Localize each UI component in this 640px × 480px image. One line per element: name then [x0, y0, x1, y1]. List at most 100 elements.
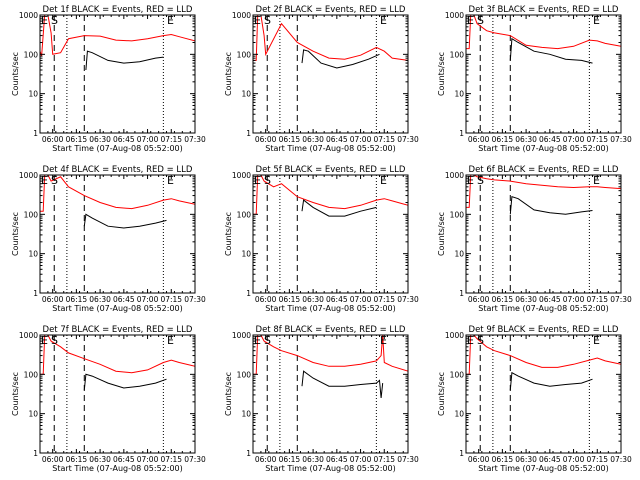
panel-title: Det 4f BLACK = Events, RED = LLD [43, 165, 193, 175]
plot-frame [39, 174, 196, 294]
x-axis-label: Start Time (07-Aug-08 05:52:00) [52, 144, 183, 153]
y-tick-label: 1 [33, 129, 38, 138]
y-tick-label: 100 [450, 370, 465, 379]
event-marker-label: E [41, 14, 48, 27]
event-marker-label: E [254, 334, 261, 347]
panel-title: Det 8f BLACK = Events, RED = LLD [256, 325, 406, 335]
x-tick-label: 06:00 [468, 135, 490, 144]
y-tick-label: 100 [237, 210, 252, 219]
x-tick-label: 06:00 [255, 295, 277, 304]
x-axis-label: Start Time (07-Aug-08 05:52:00) [265, 144, 396, 153]
series-group [466, 335, 621, 391]
lld-rate-line [466, 15, 621, 50]
event-marker-label: S [264, 174, 271, 187]
event-marker-label: E [41, 334, 48, 347]
y-tick-label: 1000 [19, 11, 38, 20]
y-tick-label: 100 [450, 50, 465, 59]
x-tick-label: 06:00 [42, 135, 64, 144]
x-tick-label: 07:30 [184, 135, 206, 144]
x-tick-label: 07:15 [160, 455, 182, 464]
event-marker-label: E [254, 14, 261, 27]
x-tick-label: 06:45 [113, 295, 135, 304]
y-tick-label: 1 [33, 449, 38, 458]
detector-panel: 1 10 100 1000 06:00 06:15 06:30 06:45 07:00 07:15… [11, 325, 206, 473]
plot-frame [465, 334, 622, 454]
y-axis-label: Counts/sec [224, 372, 233, 416]
x-tick-label: 06:45 [113, 455, 135, 464]
detector-panel: 1 10 100 1000 06:00 06:15 06:30 06:45 07:00 07:15… [437, 5, 632, 153]
x-tick-label: 07:00 [137, 135, 159, 144]
panel-title: Det 6f BLACK = Events, RED = LLD [469, 165, 619, 175]
y-axis-label: Counts/sec [11, 212, 20, 256]
x-tick-label: 06:15 [279, 295, 301, 304]
x-tick-label: 07:15 [373, 295, 395, 304]
series-group [40, 335, 195, 391]
x-tick-label: 07:15 [586, 295, 608, 304]
event-marker-label: E [467, 334, 474, 347]
x-tick-label: 06:45 [326, 455, 348, 464]
x-tick-label: 06:15 [279, 135, 301, 144]
x-tick-label: 07:30 [610, 295, 632, 304]
x-tick-label: 07:30 [397, 135, 419, 144]
x-axis-label: Start Time (07-Aug-08 05:52:00) [265, 464, 396, 473]
y-tick-label: 1000 [445, 11, 464, 20]
x-axis-label: Start Time (07-Aug-08 05:52:00) [265, 304, 396, 313]
x-tick-label: 07:15 [373, 455, 395, 464]
y-tick-label: 1000 [445, 331, 464, 340]
x-tick-label: 06:30 [515, 135, 537, 144]
y-axis-label: Counts/sec [11, 52, 20, 96]
y-axis-label: Counts/sec [11, 372, 20, 416]
event-rate-line [509, 196, 593, 215]
plot-frame [465, 174, 622, 294]
lld-rate-line [253, 335, 408, 375]
x-tick-label: 06:30 [89, 455, 111, 464]
y-tick-label: 10 [241, 410, 251, 419]
plot-frame [39, 14, 196, 134]
x-axis-label: Start Time (07-Aug-08 05:52:00) [478, 464, 609, 473]
x-tick-label: 06:00 [42, 455, 64, 464]
y-tick-label: 100 [237, 50, 252, 59]
y-axis-label: Counts/sec [437, 372, 446, 416]
x-tick-label: 07:15 [160, 295, 182, 304]
x-tick-label: 06:45 [539, 135, 561, 144]
y-tick-label: 1000 [232, 11, 251, 20]
event-marker-label: E [593, 334, 600, 347]
x-tick-label: 07:15 [586, 135, 608, 144]
series-group [253, 15, 408, 69]
detector-panel: 1 10 100 1000 06:00 06:15 06:30 06:45 07:00 07:15… [224, 165, 419, 313]
x-tick-label: 06:00 [468, 295, 490, 304]
lld-rate-line [40, 175, 195, 212]
series-group [253, 175, 408, 217]
y-tick-label: 1000 [232, 171, 251, 180]
y-tick-label: 1000 [19, 331, 38, 340]
x-axis-label: Start Time (07-Aug-08 05:52:00) [478, 304, 609, 313]
x-tick-label: 06:45 [326, 135, 348, 144]
x-tick-label: 07:15 [586, 455, 608, 464]
panel-title: Det 9f BLACK = Events, RED = LLD [469, 325, 619, 335]
y-tick-label: 10 [28, 410, 38, 419]
x-tick-label: 07:00 [350, 455, 372, 464]
x-tick-label: 06:15 [66, 455, 88, 464]
detector-panel: 1 10 100 1000 06:00 06:15 06:30 06:45 07:00 07:15… [437, 165, 632, 313]
panel-title: Det 3f BLACK = Events, RED = LLD [469, 5, 619, 15]
x-tick-label: 06:45 [113, 135, 135, 144]
x-tick-label: 06:30 [302, 295, 324, 304]
y-tick-label: 1000 [232, 331, 251, 340]
y-tick-label: 1 [459, 289, 464, 298]
y-tick-label: 10 [454, 90, 464, 99]
x-tick-label: 06:45 [326, 295, 348, 304]
event-rate-line [83, 213, 167, 229]
y-tick-label: 10 [454, 410, 464, 419]
detector-panel: 1 10 100 1000 06:00 06:15 06:30 06:45 07:00 07:15… [437, 325, 632, 473]
event-marker-label: E [254, 174, 261, 187]
event-marker-label: E [167, 14, 174, 27]
plot-frame [252, 14, 409, 134]
x-tick-label: 07:30 [610, 455, 632, 464]
x-tick-label: 07:00 [137, 455, 159, 464]
x-tick-label: 07:00 [350, 135, 372, 144]
event-marker-label: E [593, 174, 600, 187]
x-tick-label: 06:15 [279, 455, 301, 464]
plot-frame [465, 14, 622, 134]
plot-frame [252, 334, 409, 454]
event-rate-line [301, 370, 384, 399]
